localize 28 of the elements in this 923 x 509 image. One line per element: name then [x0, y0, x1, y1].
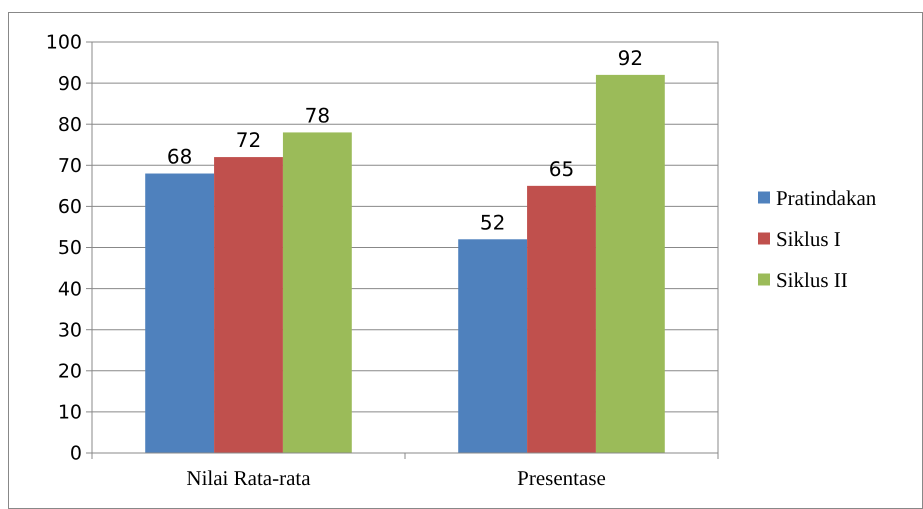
y-tick-label: 80	[58, 114, 82, 136]
y-tick-label: 20	[58, 360, 82, 382]
legend-label: Pratindakan	[776, 186, 877, 210]
x-tick-label: Presentase	[517, 466, 606, 490]
bar	[596, 74, 665, 453]
data-label: 68	[166, 144, 192, 169]
bar	[527, 186, 596, 453]
data-label: 72	[236, 128, 262, 152]
data-label: 52	[480, 210, 506, 234]
bar	[282, 132, 352, 453]
y-tick-label: 60	[58, 196, 82, 218]
y-tick-label: 90	[58, 72, 82, 95]
bar	[214, 157, 283, 453]
data-label: 65	[548, 156, 574, 181]
y-tick-label: 40	[58, 278, 82, 300]
bar	[145, 174, 214, 453]
y-tick-label: 30	[58, 319, 82, 342]
y-tick-label: 0	[70, 442, 82, 465]
legend-label: Siklus I	[776, 226, 841, 251]
y-tick-label: 100	[46, 32, 82, 54]
y-tick-label: 70	[58, 154, 82, 177]
bar	[458, 239, 528, 453]
x-tick-label: Nilai Rata-rata	[186, 466, 312, 490]
legend-label: Siklus II	[776, 268, 848, 292]
data-label: 92	[618, 46, 644, 70]
y-tick-label: 50	[58, 237, 82, 260]
y-tick-label: 10	[58, 402, 82, 424]
data-label: 78	[304, 103, 330, 128]
